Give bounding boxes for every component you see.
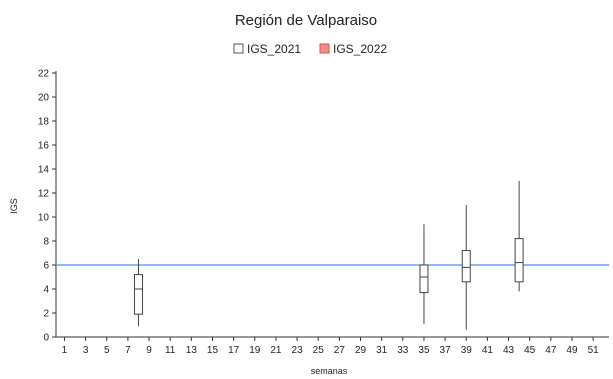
x-tick-label: 5 [104, 345, 110, 356]
y-tick-label: 0 [43, 333, 49, 344]
y-tick-label: 14 [38, 165, 50, 176]
chart-title: Región de Valparaiso [235, 12, 377, 29]
y-tick-label: 6 [43, 261, 49, 272]
legend-swatch-igs-2021 [233, 43, 244, 54]
x-tick-label: 25 [313, 345, 325, 356]
box-week-8 [133, 259, 143, 327]
x-tick-label: 9 [146, 345, 152, 356]
y-tick-label: 20 [38, 93, 50, 104]
x-tick-label: 35 [418, 345, 430, 356]
x-tick-label: 43 [503, 345, 515, 356]
x-tick-label: 33 [397, 345, 409, 356]
x-tick-label: 27 [334, 345, 346, 356]
legend: IGS_2021 IGS_2022 [233, 42, 387, 56]
legend-label-igs-2022: IGS_2022 [333, 42, 387, 56]
x-tick-label: 7 [125, 345, 131, 356]
y-axis-label: IGS [9, 198, 19, 214]
box-iqr [514, 238, 524, 283]
x-tick-label: 29 [355, 345, 367, 356]
x-tick-label: 17 [228, 345, 240, 356]
x-tick-label: 49 [566, 345, 578, 356]
box-iqr [419, 264, 429, 294]
legend-swatch-igs-2022 [319, 43, 330, 54]
x-tick-label: 37 [440, 345, 452, 356]
x-tick-label: 1 [62, 345, 68, 356]
x-tick-label: 11 [165, 345, 176, 356]
x-tick-label: 19 [249, 345, 261, 356]
x-tick-label: 13 [186, 345, 198, 356]
box-week-35 [419, 224, 429, 324]
y-tick-label: 4 [43, 285, 49, 296]
y-tick-label: 16 [38, 141, 50, 152]
x-axis-label: semanas [311, 366, 348, 376]
x-tick-label: 47 [545, 345, 557, 356]
x-tick-label: 23 [292, 345, 304, 356]
y-tick-label: 18 [38, 117, 50, 128]
x-tick-label: 21 [270, 345, 282, 356]
x-tick-label: 39 [461, 345, 473, 356]
box-iqr [133, 274, 143, 315]
x-tick-label: 41 [482, 345, 494, 356]
y-tick-label: 22 [38, 69, 50, 80]
x-tick-label: 3 [83, 345, 89, 356]
x-tick-label: 51 [588, 345, 600, 356]
x-tick-label: 45 [524, 345, 536, 356]
y-tick-label: 2 [43, 309, 49, 320]
y-tick-label: 10 [38, 213, 50, 224]
box-week-39 [461, 205, 471, 330]
x-tick-label: 15 [207, 345, 219, 356]
y-tick-label: 8 [43, 237, 49, 248]
box-week-44 [514, 181, 524, 292]
box-iqr [461, 250, 471, 283]
y-tick-label: 12 [38, 189, 50, 200]
x-tick-label: 31 [376, 345, 388, 356]
legend-label-igs-2021: IGS_2021 [247, 42, 301, 56]
box-layer [133, 181, 524, 330]
